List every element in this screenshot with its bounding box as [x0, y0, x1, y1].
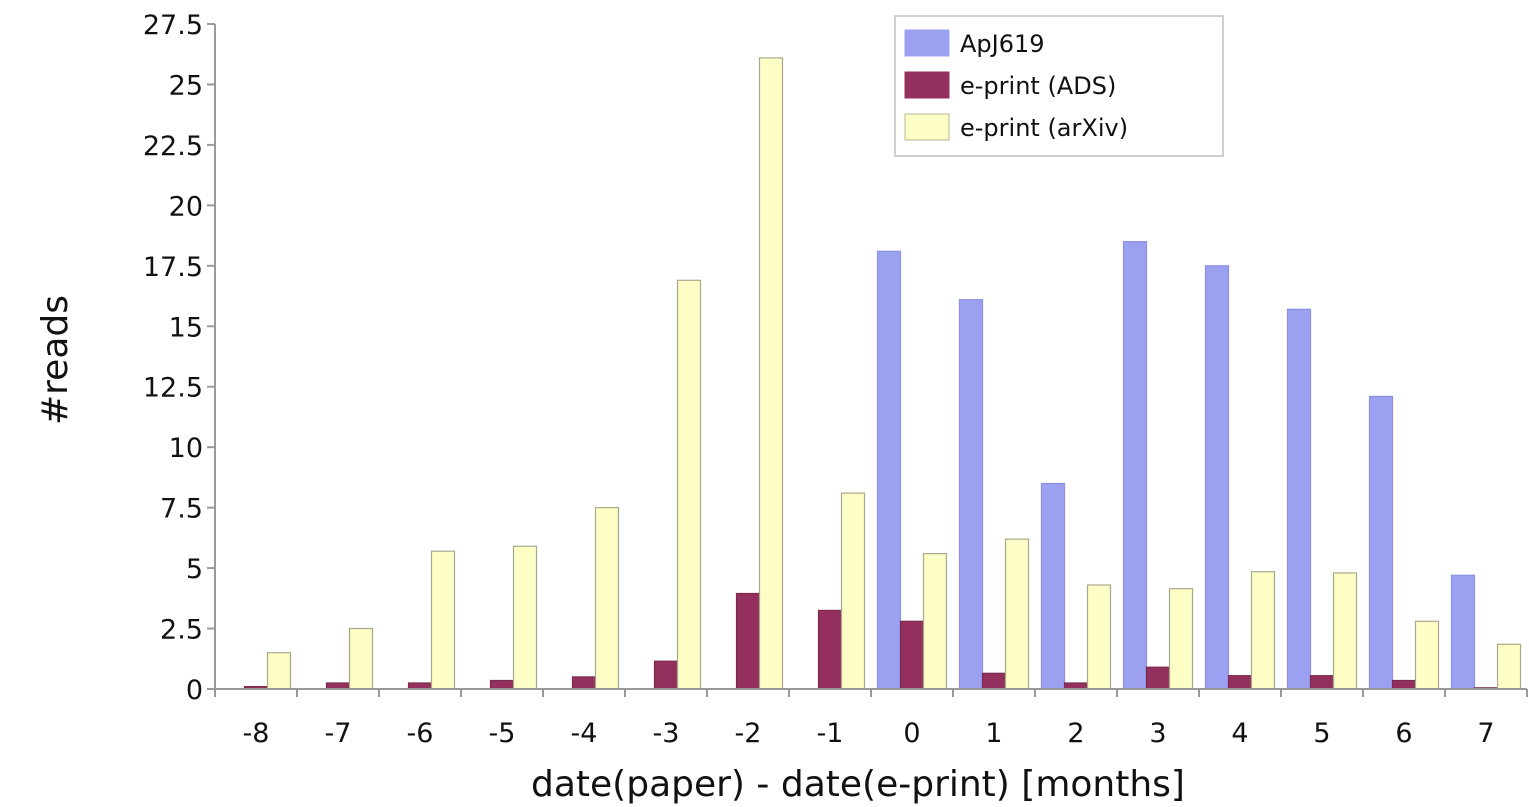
x-tick-label: 3: [1149, 718, 1166, 749]
bars-layer: [243, 57, 1522, 690]
bar-e-print-arxiv--5: [512, 545, 538, 690]
legend-swatch-apj619: [904, 29, 950, 57]
x-axis-title: date(paper) - date(e-print) [months]: [531, 764, 1185, 805]
x-tick-label: -4: [571, 718, 598, 749]
bar-e-print-ads-6: [1391, 679, 1417, 690]
legend: ApJ619 e-print (ADS) e-print (arXiv): [894, 15, 1224, 157]
bar-e-print-arxiv-4: [1250, 571, 1276, 690]
y-tick-label: 20: [169, 191, 203, 222]
bar-e-print-arxiv-3: [1168, 587, 1194, 690]
bar-e-print-ads--5: [489, 679, 515, 690]
bar-e-print-arxiv--6: [430, 550, 456, 690]
x-tick-label: -1: [817, 718, 844, 749]
legend-swatch-eprint-ads: [904, 71, 950, 99]
bar-apj619-5: [1286, 308, 1312, 690]
bar-e-print-arxiv-1: [1004, 538, 1030, 690]
legend-label-eprint-arxiv: e-print (arXiv): [960, 114, 1128, 142]
bar-e-print-arxiv-2: [1086, 584, 1112, 690]
legend-swatch-eprint-arxiv: [904, 113, 950, 141]
x-tick-label: -3: [653, 718, 680, 749]
y-tick-label: 22.5: [143, 131, 203, 162]
bar-e-print-ads-1: [981, 672, 1007, 690]
y-tick-label: 5: [186, 554, 203, 585]
y-tick-label: 25: [169, 70, 203, 101]
bar-e-print-ads--4: [571, 676, 597, 690]
bar-e-print-ads-0: [899, 620, 925, 690]
y-tick-label: 12.5: [143, 373, 203, 404]
bar-e-print-arxiv--2: [758, 57, 784, 690]
y-tick-label: 27.5: [143, 10, 203, 41]
bar-e-print-arxiv--8: [266, 652, 292, 690]
legend-label-apj619: ApJ619: [960, 30, 1045, 58]
bar-e-print-arxiv-7: [1496, 643, 1522, 690]
bar-e-print-ads-3: [1145, 666, 1171, 690]
bar-apj619-2: [1040, 482, 1066, 690]
bar-e-print-arxiv-6: [1414, 620, 1440, 690]
bar-e-print-arxiv--4: [594, 507, 620, 690]
x-tick-label: -6: [407, 718, 434, 749]
y-tick-label: 10: [169, 433, 203, 464]
bar-apj619-0: [876, 250, 902, 690]
bar-e-print-arxiv--1: [840, 492, 866, 690]
x-tick-label: -8: [243, 718, 270, 749]
x-tick-label: -5: [489, 718, 516, 749]
bar-e-print-ads-4: [1227, 675, 1253, 690]
x-tick-label: 5: [1313, 718, 1330, 749]
x-tick-label: -7: [325, 718, 352, 749]
x-tick-label: -2: [735, 718, 762, 749]
bar-apj619-6: [1368, 395, 1394, 690]
y-tick-label: 7.5: [160, 494, 203, 525]
bar-e-print-ads--1: [817, 609, 843, 690]
y-tick-label: 2.5: [160, 615, 203, 646]
y-tick-label: 15: [169, 312, 203, 343]
bar-apj619-1: [958, 299, 984, 690]
bar-apj619-4: [1204, 265, 1230, 690]
bar-apj619-7: [1450, 574, 1476, 690]
x-tick-label: 0: [903, 718, 920, 749]
x-tick-label: 6: [1395, 718, 1412, 749]
bar-apj619-3: [1122, 241, 1148, 690]
bar-e-print-arxiv--3: [676, 279, 702, 690]
y-tick-label: 0: [186, 675, 203, 706]
legend-label-eprint-ads: e-print (ADS): [960, 72, 1116, 100]
x-tick-label: 4: [1231, 718, 1248, 749]
x-tick-label: 2: [1067, 718, 1084, 749]
y-tick-label: 17.5: [143, 252, 203, 283]
legend-box: [894, 15, 1224, 157]
x-tick-label: 1: [985, 718, 1002, 749]
bar-e-print-arxiv-0: [922, 552, 948, 690]
bar-e-print-ads-5: [1309, 675, 1335, 690]
bar-e-print-ads--3: [653, 660, 679, 690]
y-axis-title: #reads: [35, 295, 76, 425]
bar-e-print-ads--2: [735, 592, 761, 690]
bar-e-print-arxiv--7: [348, 627, 374, 690]
x-tick-label: 7: [1477, 718, 1494, 749]
bar-e-print-arxiv-5: [1332, 572, 1358, 690]
